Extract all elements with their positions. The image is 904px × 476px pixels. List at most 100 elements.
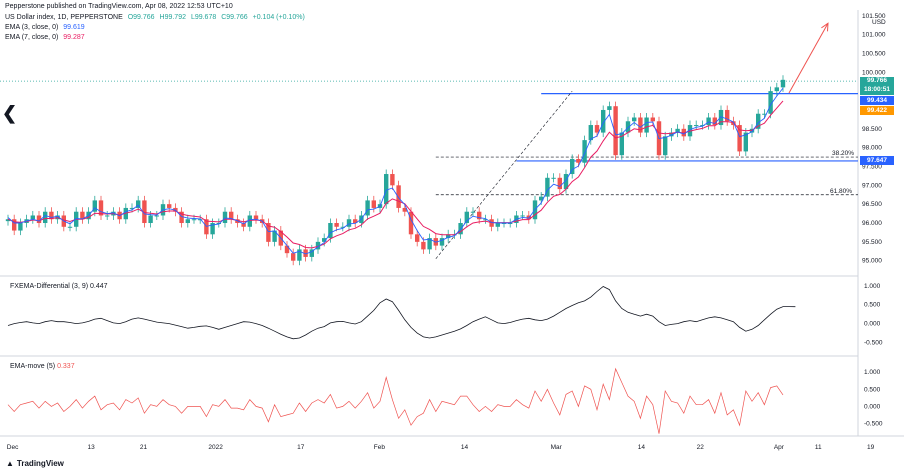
ema3-price-tag: 99.434 [860,96,894,105]
candle-body [427,238,432,250]
chevron-left-icon[interactable]: ❮ [2,103,18,123]
footer-brand: ▲ TradingView [6,459,64,468]
projection-arrow [788,23,829,94]
candle-body [477,211,482,220]
candle-body [309,249,314,257]
pane2-value: 0.447 [90,283,108,290]
candle-body [470,211,476,213]
candle-body [557,177,562,190]
symbol-info: US Dollar index, 1D, PEPPERSTONE O99.766… [5,13,308,22]
candle-body [601,109,606,133]
pane3-value: 0.337 [57,363,75,370]
candle-body [30,215,35,220]
price-tick-label: 96.500 [862,201,882,208]
ohlc-change: +0.104 (+0.10%) [252,14,305,21]
pane2-tick-label: 0.000 [864,321,881,328]
candle-body [291,253,296,261]
candle-body [49,211,54,220]
time-tick-label: 2022 [208,444,223,451]
candle-body [167,204,172,208]
symbol-name[interactable]: US Dollar index, 1D, PEPPERSTONE [5,14,123,21]
candle-body [98,200,104,216]
candle-body [5,219,11,222]
pane3-tick-label: 1.000 [864,369,881,376]
pane2-legend[interactable]: FXEMA-Differential (3, 9) 0.447 [10,283,108,290]
candle-body [619,132,624,156]
time-tick-label: Apr [774,444,785,451]
price-tick-label: 95.000 [862,258,882,265]
pane3-legend[interactable]: EMA-move (5) 0.337 [10,363,75,370]
level-price-tag: 97.647 [860,156,894,165]
candle-body [185,219,190,224]
candle-body [241,223,246,227]
time-tick-label: 17 [297,444,305,451]
pane2-tick-label: 0.500 [864,302,881,309]
candle-body [272,230,277,242]
countdown-value: 18:00:51 [863,85,891,93]
candle-body [545,177,550,197]
time-tick-label: Feb [374,444,386,451]
candle-body [322,238,327,242]
candle-body [663,136,668,156]
ema7-legend[interactable]: EMA (7, close, 0) 99.287 [5,33,88,42]
candle-body [582,140,587,163]
candle-body [384,174,389,205]
candle-body [495,223,500,227]
candle-body [43,211,48,224]
ema7-label: EMA (7, close, 0) [5,34,59,41]
candle-body [508,223,513,225]
candle-body [303,249,308,257]
candle-body [191,219,197,221]
candle-body [483,219,488,221]
ema7-line [7,100,784,249]
candle-body [520,215,525,217]
candle-body [396,185,401,208]
price-tick-label: 101.000 [862,32,886,39]
time-tick-label: Mar [551,444,563,451]
pane3-line [7,367,784,434]
candle-body [632,117,637,122]
candle-body [253,215,259,220]
candle-body [346,219,352,227]
ema3-label: EMA (3, close, 0) [5,24,59,31]
candle-body [694,125,699,127]
candle-body [446,234,451,239]
candle-body [129,207,135,209]
tradingview-logo-icon: ▲ [6,459,14,468]
pane2-name: FXEMA-Differential (3, 9) [10,283,89,290]
candle-body [80,211,85,220]
price-tick-label: 97.500 [862,163,882,170]
candle-body [198,219,203,221]
candle-body [563,174,569,190]
candle-body [762,113,767,115]
candle-body [607,106,612,110]
candle-body [638,117,643,133]
time-tick-label: Dec [7,444,19,451]
candle-body [390,174,395,186]
ohlc-low: L99.678 [190,14,217,21]
last-price-tag: 99.766 18:00:51 [860,77,894,95]
candle-body [415,234,420,242]
candle-body [92,200,97,212]
time-tick-label: 14 [461,444,469,451]
pane2-line [7,286,796,340]
time-tick-label: 13 [88,444,96,451]
candle-body [136,200,141,208]
candle-body [353,219,358,224]
pane3-name: EMA-move (5) [10,363,56,370]
candle-body [371,200,376,208]
time-tick-label: 21 [140,444,148,451]
time-tick-label: 19 [867,444,875,451]
candle-body [718,109,724,126]
candle-body [284,245,290,254]
time-tick-label: 14 [638,444,646,451]
candle-body [570,158,575,175]
candle-body [421,241,426,250]
ema3-legend[interactable]: EMA (3, close, 0) 99.619 [5,23,88,32]
candle-body [644,117,649,133]
candle-body [210,223,215,235]
footer-brand-text: TradingView [16,459,64,468]
candle-body [67,226,73,228]
price-tick-label: 95.500 [862,239,882,246]
candle-body [700,125,705,127]
